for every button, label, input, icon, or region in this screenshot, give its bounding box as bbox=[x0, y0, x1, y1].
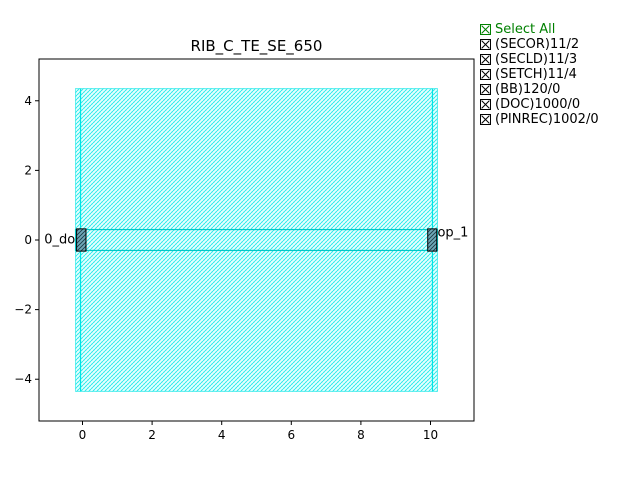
select-all-label: Select All bbox=[495, 22, 556, 37]
select-all-toggle[interactable]: Select All bbox=[480, 22, 599, 37]
layer-toggle[interactable]: (SECOR)11/2 bbox=[480, 37, 599, 52]
layer-toggle[interactable]: (SECLD)11/3 bbox=[480, 52, 599, 67]
select-all-checkbox-icon[interactable] bbox=[480, 24, 491, 35]
y-tick-label: 0 bbox=[24, 233, 32, 247]
layer-toggle[interactable]: (BB)120/0 bbox=[480, 82, 599, 97]
layer-label: (BB)120/0 bbox=[495, 82, 561, 97]
layer-label: (DOC)1000/0 bbox=[495, 97, 581, 112]
y-tick-label: −2 bbox=[14, 303, 32, 317]
layer-checkbox-icon[interactable] bbox=[480, 69, 491, 80]
layer-legend: Select All (SECOR)11/2 (SECLD)11/3 (SETCH)… bbox=[480, 22, 599, 127]
chart-title: RIB_C_TE_SE_650 bbox=[191, 37, 323, 56]
x-tick-label: 4 bbox=[218, 428, 226, 442]
layer-checkbox-icon[interactable] bbox=[480, 99, 491, 110]
x-tick-label: 0 bbox=[79, 428, 87, 442]
layer-toggle[interactable]: (SETCH)11/4 bbox=[480, 67, 599, 82]
port-label: op_1 bbox=[437, 226, 468, 241]
layer-label: (PINREC)1002/0 bbox=[495, 112, 599, 127]
x-tick-label: 10 bbox=[423, 428, 438, 442]
layer-checkbox-icon[interactable] bbox=[480, 39, 491, 50]
x-tick-label: 6 bbox=[287, 428, 295, 442]
port-label: 0_do bbox=[44, 232, 75, 247]
port-left bbox=[76, 228, 87, 252]
x-tick-label: 8 bbox=[357, 428, 365, 442]
layer-toggle[interactable]: (DOC)1000/0 bbox=[480, 97, 599, 112]
port-right bbox=[427, 228, 438, 252]
cladding-region bbox=[75, 88, 438, 392]
y-tick-label: 2 bbox=[24, 163, 32, 177]
layer-label: (SECOR)11/2 bbox=[495, 37, 580, 52]
layer-checkbox-icon[interactable] bbox=[480, 54, 491, 65]
layer-checkbox-icon[interactable] bbox=[480, 84, 491, 95]
y-tick-label: 4 bbox=[24, 94, 32, 108]
layer-checkbox-icon[interactable] bbox=[480, 114, 491, 125]
layer-label: (SETCH)11/4 bbox=[495, 67, 577, 82]
x-tick-label: 2 bbox=[148, 428, 156, 442]
layer-toggle[interactable]: (PINREC)1002/0 bbox=[480, 112, 599, 127]
layer-label: (SECLD)11/3 bbox=[495, 52, 578, 67]
y-tick-label: −4 bbox=[14, 372, 32, 386]
core-waveguide bbox=[74, 228, 439, 252]
